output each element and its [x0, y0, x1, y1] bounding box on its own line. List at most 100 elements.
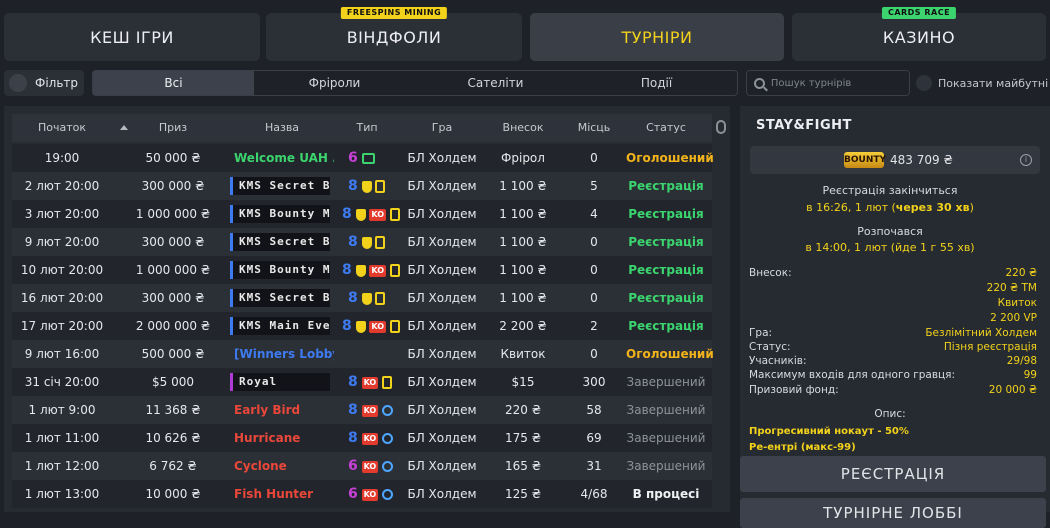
tournament-name-text: Royal — [230, 373, 330, 391]
toggle-dot-icon — [916, 75, 932, 91]
tournament-name: KMS Bounty Ma — [230, 256, 330, 284]
reg-ends-suffix: ) — [969, 201, 974, 214]
re-entry-icon — [375, 236, 386, 249]
tournament-name-text: KMS Main Even — [230, 317, 330, 335]
header-status[interactable]: Статус — [646, 121, 686, 134]
tournament-name: Early Bird — [234, 403, 301, 417]
tab-tournaments[interactable]: ТУРНІРИ — [530, 13, 784, 61]
game: БЛ Холдем — [407, 207, 477, 221]
game: БЛ Холдем — [407, 319, 477, 333]
header-buyin[interactable]: Внесок — [502, 121, 544, 134]
table-row[interactable]: 31 січ 20:00 $5 000 Royal 8 KO БЛ Холдем $15… — [12, 368, 712, 396]
prize: 6 762 ₴ — [149, 459, 197, 473]
knockout-icon: KO — [361, 460, 379, 473]
header-seats[interactable]: Місць — [577, 121, 611, 134]
bounty-logo: BOUNTY — [844, 152, 886, 168]
start-time: 1 лют 12:00 — [24, 459, 100, 473]
tournament-table: Початок Приз Назва Тип Гра Внесок Місць … — [4, 106, 730, 512]
knockout-icon: KO — [361, 404, 379, 417]
max-entries-label: Максимум входів для одного гравця: — [749, 369, 956, 381]
header-name[interactable]: Назва — [264, 121, 300, 134]
knockout-icon: KO — [369, 320, 387, 333]
start-time: 1 лют 13:00 — [24, 487, 100, 501]
table-row[interactable]: 2 лют 20:00 300 000 ₴ KMS Secret Bou 8 БЛ Х… — [12, 172, 712, 200]
timer-icon — [382, 461, 394, 472]
seats: 5 — [590, 179, 598, 193]
search-input[interactable] — [770, 77, 909, 89]
search-box — [746, 70, 910, 96]
game-line: Гра: Безлімітний Холдем — [749, 326, 1037, 340]
buyin-line-3: Квиток — [749, 296, 1037, 310]
seats: 58 — [586, 403, 602, 417]
prize: $5 000 — [152, 375, 194, 389]
tournament-name: KMS Secret Bou — [230, 284, 330, 312]
desc-line-1: Прогресивний нокаут - 50% — [749, 426, 909, 437]
knockout-icon: KO — [369, 208, 387, 221]
start-time: 17 лют 20:00 — [20, 319, 104, 333]
category-tab-all[interactable]: Всі — [93, 71, 254, 95]
show-future-toggle[interactable]: Показати майбутні — [916, 70, 1048, 96]
status-badge: Оголошений — [626, 347, 714, 361]
header-prize[interactable]: Приз — [158, 121, 188, 134]
refresh-icon[interactable] — [716, 120, 726, 134]
timer-icon — [382, 405, 394, 416]
header-type[interactable]: Тип — [356, 121, 378, 134]
game-value: Безлімітний Холдем — [925, 327, 1037, 339]
category-tab-events[interactable]: Події — [640, 76, 673, 90]
search-icon — [754, 77, 765, 89]
buyin-line-4: 2 200 VP — [749, 311, 1037, 325]
prize: 300 000 ₴ — [141, 291, 205, 305]
table-row[interactable]: 9 лют 16:00 500 000 ₴ [Winners Lobby]... БЛ… — [12, 340, 714, 368]
tournament-name: KMS Secret Bou — [230, 172, 330, 200]
tournament-lobby-button[interactable]: ТУРНІРНЕ ЛОББІ — [740, 498, 1046, 528]
table-row[interactable]: 1 лют 12:00 6 762 ₴ Cyclone 6 KO БЛ Холдем 1… — [12, 452, 712, 480]
trophy-icon — [355, 264, 366, 277]
game: БЛ Холдем — [407, 179, 477, 193]
category-tab-satellites[interactable]: Сателіти — [467, 76, 524, 90]
table-row[interactable]: 1 лют 13:00 10 000 ₴ Fish Hunter 6 KO БЛ Хо… — [12, 480, 712, 508]
tournament-name: Hurricane — [234, 431, 301, 445]
buyin: 1 100 ₴ — [499, 179, 547, 193]
table-row[interactable]: 17 лют 20:00 2 000 000 ₴ KMS Main Even 8 KO… — [12, 312, 712, 340]
tab-casino[interactable]: CARDS RACE КАЗИНО — [792, 7, 1046, 61]
type-cell: 8 — [342, 172, 402, 200]
register-button[interactable]: РЕЄСТРАЦІЯ — [740, 456, 1046, 492]
status-badge: Реєстрація — [628, 179, 704, 193]
tab-windfalls[interactable]: FREESPINS MINING ВІНДФОЛИ — [266, 7, 522, 61]
tournament-name: Fish Hunter — [234, 487, 314, 501]
category-tab-freerolls[interactable]: Фріроли — [308, 76, 361, 90]
status-line: Статус: Пізня реєстрація — [749, 340, 1037, 354]
table-row[interactable]: 1 лют 11:00 10 626 ₴ Hurricane 8 KO БЛ Холд… — [12, 424, 712, 452]
game: БЛ Холдем — [407, 263, 477, 277]
filter-bar: Фільтр Всі Фріроли Сателіти Події Показа… — [0, 70, 1050, 98]
start-time: 9 лют 16:00 — [24, 347, 100, 361]
reg-ends-prefix: в 16:26, 1 лют ( — [806, 201, 896, 214]
start-time: 31 січ 20:00 — [24, 375, 100, 389]
freespins-badge: FREESPINS MINING — [340, 7, 448, 19]
start-time: 1 лют 11:00 — [24, 431, 100, 445]
table-row[interactable]: 1 лют 9:00 11 368 ₴ Early Bird 8 KO БЛ Холд… — [12, 396, 712, 424]
table-row[interactable]: 10 лют 20:00 1 000 000 ₴ KMS Bounty Ma 8 KO… — [12, 256, 712, 284]
seats: 69 — [586, 431, 602, 445]
bounty-box: BOUNTY 483 709 ₴ i — [750, 146, 1040, 174]
re-entry-icon — [389, 208, 400, 221]
table-row[interactable]: 19:00 50 000 ₴ Welcome UAH ... 6 БЛ Холдем Ф… — [12, 144, 714, 172]
header-start[interactable]: Початок — [37, 121, 87, 134]
game: БЛ Холдем — [407, 403, 477, 417]
tab-cash-games[interactable]: КЕШ ІГРИ — [4, 13, 260, 61]
type-cell: 8 KO — [342, 424, 402, 452]
table-row[interactable]: 3 лют 20:00 1 000 000 ₴ KMS Bounty Ma 8 KO … — [12, 200, 712, 228]
filter-toggle[interactable]: Фільтр — [4, 70, 84, 96]
info-icon[interactable]: i — [1020, 154, 1032, 166]
table-row[interactable]: 16 лют 20:00 300 000 ₴ KMS Secret Bou 8 БЛ … — [12, 284, 712, 312]
table-row[interactable]: 9 лют 20:00 300 000 ₴ KMS Secret Bou 8 БЛ Х… — [12, 228, 712, 256]
prize: 11 368 ₴ — [145, 403, 201, 417]
max-entries-value: 99 — [1023, 369, 1037, 381]
started-value: в 14:00, 1 лют (йде 1 г 55 хв) — [805, 241, 975, 254]
start-time: 10 лют 20:00 — [20, 263, 104, 277]
game: БЛ Холдем — [407, 347, 477, 361]
prize: 1 000 000 ₴ — [135, 263, 211, 277]
header-game[interactable]: Гра — [431, 121, 453, 134]
table-size: 6 — [348, 150, 358, 166]
status-badge: Реєстрація — [628, 263, 704, 277]
